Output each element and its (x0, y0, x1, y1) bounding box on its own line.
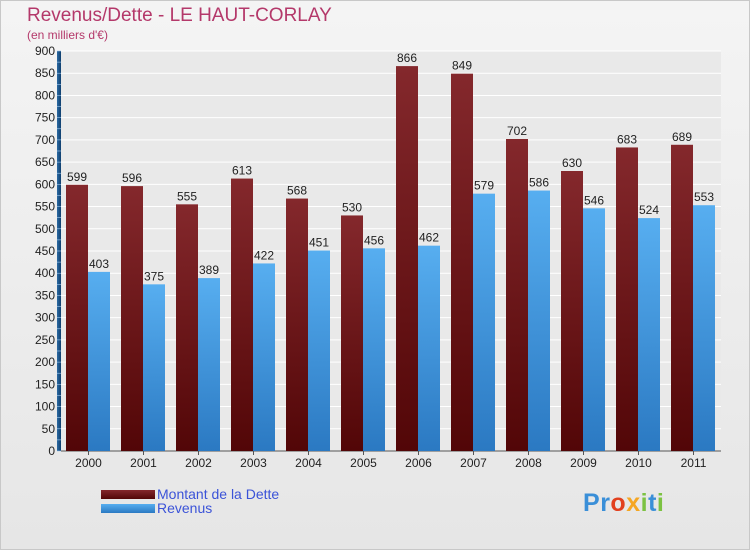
data-label-dette: 568 (287, 184, 307, 198)
bar-revenus (363, 248, 385, 451)
bar-dette (561, 171, 583, 451)
bar-revenus (693, 205, 715, 451)
data-label-dette: 683 (617, 132, 637, 146)
data-label-revenus: 546 (584, 193, 604, 207)
legend-swatch-revenus (101, 503, 155, 513)
bar-revenus (638, 218, 660, 451)
data-label-dette: 689 (672, 130, 692, 144)
data-label-dette: 849 (452, 59, 472, 73)
bar-revenus (198, 278, 220, 451)
bar-revenus (253, 263, 275, 451)
x-tick-label: 2006 (405, 456, 432, 470)
data-label-revenus: 456 (364, 233, 384, 247)
bar-revenus (418, 245, 440, 451)
y-tick-label: 50 (42, 422, 56, 436)
logo-letter: i (656, 489, 665, 517)
x-tick-label: 2007 (460, 456, 487, 470)
legend-item-dette: Montant de la Dette (101, 486, 280, 502)
data-label-dette: 555 (177, 189, 197, 203)
bar-dette (231, 178, 253, 452)
data-label-dette: 613 (232, 164, 252, 178)
x-tick-label: 2008 (515, 456, 542, 470)
x-tick-label: 2002 (185, 456, 212, 470)
data-label-dette: 630 (562, 156, 582, 170)
legend-label-revenus: Revenus (157, 500, 213, 516)
data-label-dette: 866 (397, 51, 417, 65)
y-tick-label: 100 (35, 400, 55, 414)
proxiti-logo: Proxiti (583, 489, 664, 518)
y-tick-label: 0 (48, 444, 55, 458)
data-label-dette: 596 (122, 171, 142, 185)
bar-revenus (88, 271, 110, 451)
legend: Montant de la Dette Revenus (101, 486, 280, 516)
data-label-revenus: 462 (419, 231, 439, 245)
y-tick-label: 150 (35, 377, 55, 391)
chart-title: Revenus/Dette - LE HAUT-CORLAY (27, 5, 332, 26)
bar-dette (506, 139, 528, 451)
data-label-dette: 599 (67, 170, 87, 184)
logo-letter: x (626, 489, 641, 517)
bar-dette (341, 215, 363, 451)
x-tick-label: 2004 (295, 456, 322, 470)
y-tick-label: 200 (35, 355, 55, 369)
x-tick-label: 2003 (240, 456, 267, 470)
y-tick-label: 850 (35, 66, 55, 80)
x-tick-label: 2000 (75, 456, 102, 470)
x-tick-label: 2009 (570, 456, 597, 470)
bar-dette (616, 147, 638, 451)
data-label-revenus: 579 (474, 179, 494, 193)
bar-dette (66, 184, 88, 451)
bar-revenus (583, 208, 605, 451)
y-tick-label: 900 (35, 44, 55, 58)
data-label-revenus: 524 (639, 203, 659, 217)
bar-revenus (308, 250, 330, 451)
y-tick-label: 400 (35, 266, 55, 280)
legend-item-revenus: Revenus (101, 500, 279, 516)
y-tick-label: 500 (35, 222, 55, 236)
logo-letter: t (648, 489, 657, 517)
chart-subtitle: (en milliers d'€) (27, 28, 108, 42)
legend-label-dette: Montant de la Dette (157, 486, 280, 502)
x-tick-label: 2010 (625, 456, 652, 470)
data-label-revenus: 553 (694, 190, 714, 204)
data-label-dette: 702 (507, 124, 527, 138)
logo-letter: r (600, 489, 611, 517)
bar-revenus (473, 193, 495, 451)
y-tick-label: 750 (35, 111, 55, 125)
y-tick-label: 700 (35, 133, 55, 147)
bar-revenus (528, 190, 550, 452)
data-label-revenus: 389 (199, 263, 219, 277)
logo-letter: o (610, 489, 627, 517)
bar-dette (176, 204, 198, 451)
bar-dette (121, 186, 143, 451)
y-tick-label: 650 (35, 155, 55, 169)
legend-swatch-dette (101, 489, 155, 499)
bar-dette (451, 73, 473, 452)
data-label-revenus: 375 (144, 269, 164, 283)
y-tick-label: 600 (35, 177, 55, 191)
data-label-revenus: 422 (254, 248, 274, 262)
x-tick-label: 2005 (350, 456, 377, 470)
y-tick-label: 350 (35, 288, 55, 302)
y-tick-label: 550 (35, 200, 55, 214)
bar-dette (671, 144, 693, 451)
data-label-revenus: 586 (529, 176, 549, 190)
x-tick-label: 2011 (681, 456, 707, 470)
bar-dette (286, 198, 308, 451)
bar-dette (396, 66, 418, 451)
bar-revenus (143, 284, 165, 451)
data-label-revenus: 451 (309, 236, 329, 250)
y-tick-label: 450 (35, 244, 55, 258)
logo-letter: i (640, 489, 649, 517)
data-label-dette: 530 (342, 200, 362, 214)
y-tick-label: 800 (35, 88, 55, 102)
y-tick-label: 300 (35, 311, 55, 325)
x-tick-label: 2001 (130, 456, 157, 470)
data-label-revenus: 403 (89, 257, 109, 271)
logo-letter: P (583, 489, 601, 517)
y-tick-label: 250 (35, 333, 55, 347)
